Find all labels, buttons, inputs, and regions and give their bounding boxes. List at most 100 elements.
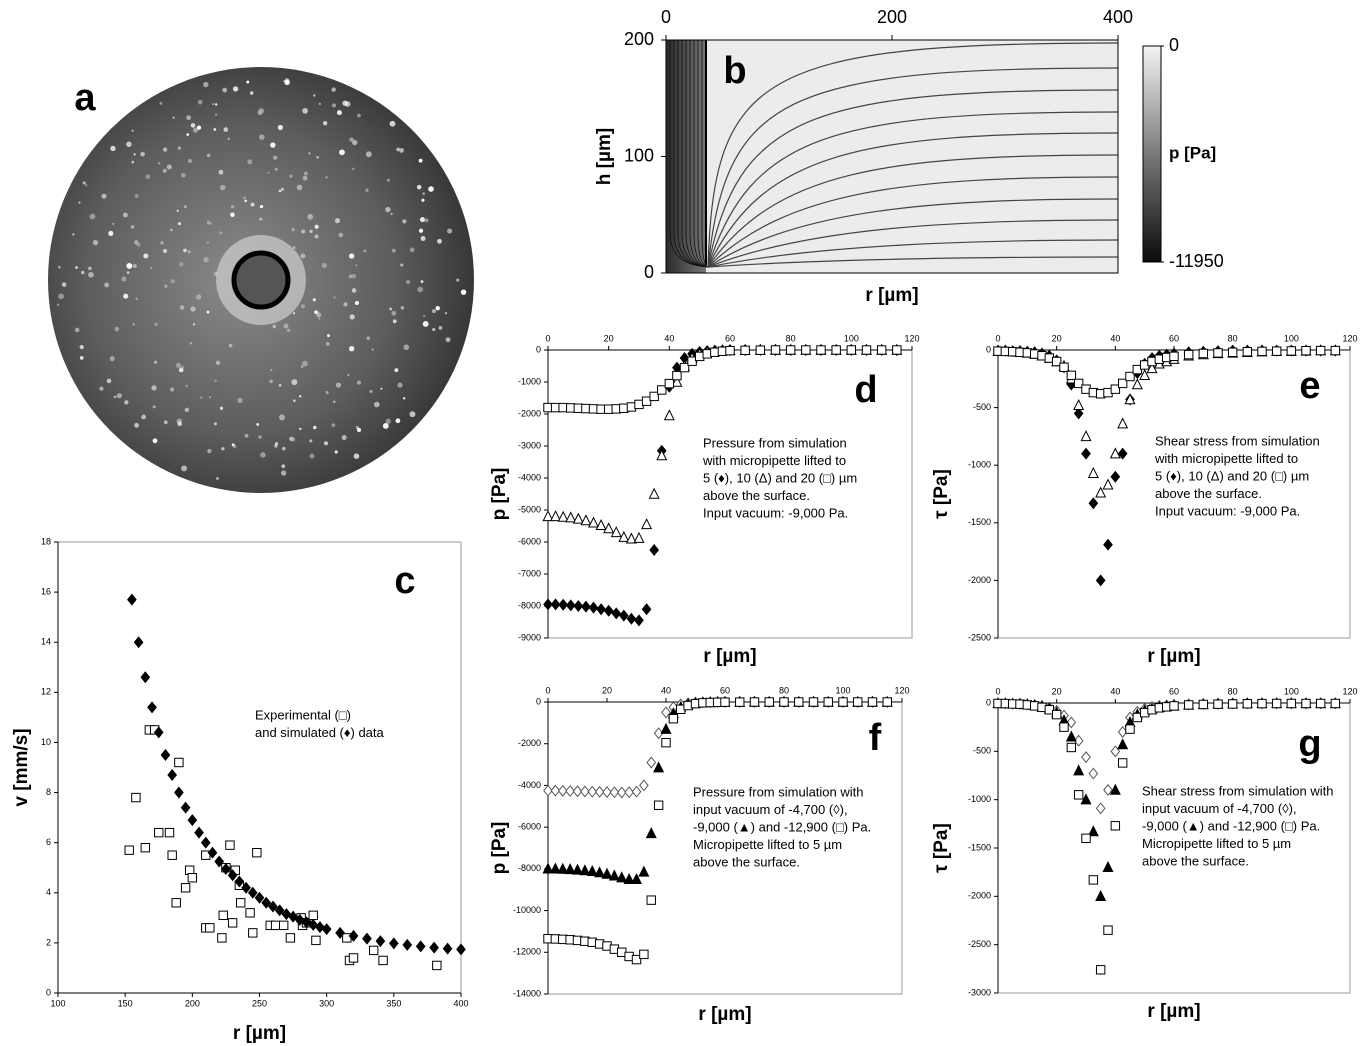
streamline [707, 219, 1119, 268]
particle [352, 139, 358, 146]
data-point [1117, 738, 1129, 750]
particle [216, 477, 219, 480]
data-point [867, 697, 878, 707]
data-point [1103, 538, 1113, 551]
data-point [633, 531, 645, 543]
particle [394, 368, 399, 373]
particle [162, 248, 168, 254]
particle [122, 212, 128, 218]
data-point [603, 604, 614, 617]
x-tick-label: 100 [1284, 686, 1299, 696]
particle [190, 123, 196, 128]
particle [259, 134, 265, 140]
particle [316, 312, 322, 318]
particle [92, 239, 99, 246]
particle [334, 218, 340, 224]
data-point [679, 362, 690, 373]
data-point [124, 845, 134, 855]
particle [177, 421, 182, 427]
y-tick-label: 0 [536, 696, 541, 706]
data-point [207, 846, 218, 859]
particle [215, 113, 218, 116]
particle [259, 217, 263, 221]
particle [417, 286, 424, 293]
particle [302, 175, 308, 181]
x-tick-label: 150 [118, 998, 133, 1008]
particle [134, 240, 139, 245]
data-point [1066, 716, 1077, 729]
particle [274, 442, 279, 446]
data-point [1330, 345, 1341, 356]
particle [82, 181, 86, 185]
particle [353, 453, 360, 459]
data-point [1095, 486, 1107, 498]
x-axis-label: r [µm] [698, 1004, 751, 1025]
particle [164, 284, 168, 288]
data-point [1124, 393, 1136, 405]
particle [312, 298, 316, 302]
particle [332, 400, 336, 404]
x-tick-label: 0 [545, 333, 550, 343]
data-point [1095, 890, 1107, 902]
data-point [1095, 802, 1106, 815]
streamline [707, 176, 1119, 268]
panel-label: c [394, 560, 415, 602]
particle [184, 407, 190, 413]
particle [244, 433, 249, 438]
x-tick-label: 250 [252, 998, 267, 1008]
particle [347, 374, 350, 377]
x-tick-label: 120 [1342, 333, 1357, 343]
particle [327, 334, 330, 338]
y-tick-label: -500 [973, 746, 991, 756]
data-point [1117, 417, 1129, 429]
data-point [1132, 712, 1143, 723]
data-point [663, 409, 675, 421]
data-point [639, 779, 649, 792]
data-point [1059, 362, 1069, 372]
data-point [1073, 407, 1084, 420]
particle [273, 155, 278, 160]
particle [349, 253, 355, 259]
data-point [823, 697, 833, 707]
data-point [542, 862, 554, 874]
particle [299, 427, 302, 431]
data-point [1169, 701, 1179, 711]
particle [286, 328, 290, 332]
y-tick-label: 4 [46, 887, 51, 897]
particle [170, 387, 175, 392]
data-point [1257, 698, 1267, 709]
data-point [153, 726, 164, 739]
y-tick-label: -1500 [968, 517, 991, 527]
particle [185, 384, 188, 388]
particle [259, 204, 264, 209]
particle [323, 121, 328, 126]
particle [99, 386, 104, 391]
particle [131, 160, 135, 164]
particle [179, 305, 185, 310]
pressure-field [666, 40, 1118, 273]
data-point [180, 801, 191, 814]
data-point [664, 378, 675, 389]
data-point [174, 757, 184, 768]
particle [316, 155, 320, 159]
data-point [241, 881, 251, 894]
particle [399, 148, 404, 153]
data-point [580, 514, 592, 526]
data-point [261, 896, 272, 909]
particle [199, 396, 203, 400]
particle [108, 230, 114, 237]
particle [157, 161, 161, 165]
data-point [1095, 574, 1106, 587]
data-point [571, 863, 584, 875]
data-point [816, 345, 826, 355]
data-point [595, 519, 607, 531]
data-point [1095, 965, 1106, 975]
particle [230, 212, 235, 218]
data-point [1102, 478, 1114, 490]
data-point [252, 847, 262, 858]
data-point [1227, 347, 1238, 358]
data-point [217, 933, 227, 943]
particle [380, 387, 383, 390]
particle [389, 120, 396, 127]
